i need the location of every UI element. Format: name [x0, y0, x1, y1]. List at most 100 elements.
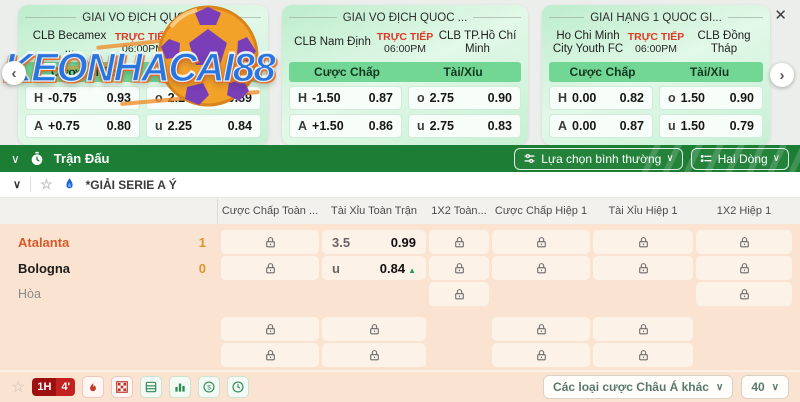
display-lines-dropdown[interactable]: Hai Dòng ∨	[690, 147, 789, 170]
svg-text:$: $	[207, 384, 211, 391]
odds-cell-locked[interactable]	[221, 317, 319, 341]
favorite-star-icon[interactable]: ☆	[40, 176, 53, 192]
empty-cell	[322, 282, 426, 306]
odds-cell-handicap[interactable]: H -0.75 0.93	[25, 86, 140, 110]
lock-icon	[264, 236, 277, 249]
card-odds-rows: H -1.50 0.87 o 2.75 0.90 A +1.50 0.86 u 2.75 0.83	[289, 86, 521, 138]
odds-cell-locked[interactable]	[221, 343, 319, 367]
odds-cell-locked[interactable]	[492, 230, 590, 254]
odds-cell-locked[interactable]	[696, 282, 792, 306]
lock-icon	[264, 349, 277, 362]
odds-cell-over-under[interactable]: u 1.50 0.79	[659, 114, 763, 138]
odds-cell-handicap[interactable]: A 0.00 0.87	[549, 114, 653, 138]
prev-arrow-icon[interactable]: ‹	[2, 61, 26, 85]
odds-cell-locked[interactable]	[492, 317, 590, 341]
live-match-cards-strip: GIẢI VÔ ĐỊCH QUỐC... CLB Becamex ... TRỰC …	[0, 0, 800, 145]
handicap-side: A	[298, 119, 308, 133]
column-header: Cược Chấp Toàn ...	[221, 205, 319, 217]
odds-cell-over-under[interactable]: u 2.75 0.83	[408, 114, 521, 138]
odds-cell-over-under[interactable]: u 2.25 0.84	[146, 114, 261, 138]
stats-rows-icon[interactable]	[140, 376, 163, 398]
collapse-chevron-icon[interactable]: ∨	[13, 179, 22, 191]
odds-cell-locked[interactable]	[492, 343, 590, 367]
over-under-side: u	[417, 119, 425, 133]
card-odds-row: A +1.50 0.86 u 2.75 0.83	[289, 114, 521, 138]
bar-chart-icon[interactable]	[169, 376, 192, 398]
chevron-down-icon: ∨	[772, 153, 780, 164]
divider	[209, 17, 261, 19]
checkered-flag-icon[interactable]	[111, 376, 134, 398]
card-title: GIẢI HẠNG 1 QUỐC GI...	[549, 10, 764, 25]
league-row[interactable]: ∨ ☆ *GIẢI SERIE A Ý	[0, 172, 800, 198]
odds-cell-locked[interactable]	[429, 256, 489, 280]
trend-up-icon: ▲	[408, 265, 416, 275]
odds-cell-locked[interactable]	[322, 343, 426, 367]
lock-icon	[264, 323, 277, 336]
odds-cell-handicap[interactable]: A +0.75 0.80	[25, 114, 140, 138]
odds-cell[interactable]: u 0.84 ▲	[322, 256, 426, 280]
column-header: 1X2 Hiệp 1	[716, 205, 772, 217]
over-under-header: Tài/Xỉu	[182, 65, 222, 80]
card-odds-rows: H -0.75 0.93 o 2.25 0.89 A +0.75 0.80 u 2.25 0.84	[25, 86, 261, 138]
market-count-dropdown[interactable]: 40 ∨	[741, 375, 789, 399]
divider	[473, 17, 522, 19]
odds-cell-locked[interactable]	[492, 256, 590, 280]
empty-cell	[221, 282, 319, 306]
divider	[30, 177, 32, 192]
handicap-header: Cược Chấp	[569, 65, 636, 80]
odds-cell-locked[interactable]	[593, 230, 693, 254]
home-team: Ho Chi Minh City Youth FC	[552, 29, 624, 55]
over-under-odds: 0.90	[487, 91, 512, 105]
odds-cell-locked[interactable]	[696, 256, 792, 280]
odds-cell-locked[interactable]	[593, 317, 693, 341]
chevron-down-icon: ∨	[771, 381, 779, 393]
odds-cell-handicap[interactable]: H -1.50 0.87	[289, 86, 402, 110]
odds-cell-handicap[interactable]: H 0.00 0.82	[549, 86, 653, 110]
collapse-chevron-icon[interactable]: ∨	[11, 151, 20, 166]
match-card: GIẢI HẠNG 1 QUỐC GI... Ho Chi Minh City Y…	[542, 5, 770, 145]
odds-cell-locked[interactable]	[593, 256, 693, 280]
over-under-header: Tài/Xỉu	[689, 65, 730, 80]
handicap-side: A	[34, 119, 44, 133]
lock-icon	[738, 236, 751, 249]
close-icon[interactable]: ✕	[774, 7, 787, 24]
history-clock-icon[interactable]	[227, 376, 250, 398]
odds-value: 0.84 ▲	[379, 260, 416, 276]
handicap-side: H	[558, 91, 568, 105]
odds-cell-locked[interactable]	[593, 343, 693, 367]
empty-cell	[429, 317, 489, 341]
draw-team-name: Hòa	[18, 287, 41, 301]
odds-table-header: Cược Chấp Toàn ... Tài Xỉu Toàn Trận 1X2…	[0, 198, 800, 224]
odds-cell-locked[interactable]	[322, 317, 426, 341]
card-odds-row: H -1.50 0.87 o 2.75 0.90	[289, 86, 521, 110]
favorite-star-icon[interactable]: ☆	[11, 379, 26, 396]
handicap-side: H	[34, 91, 44, 105]
odds-cell-handicap[interactable]: A +1.50 0.86	[289, 114, 402, 138]
next-arrow-icon[interactable]: ›	[770, 63, 794, 87]
list-lines-icon	[700, 152, 713, 165]
table-row: Bologna 0 u 0.84 ▲	[0, 256, 800, 280]
handicap-side: H	[298, 91, 308, 105]
odds-cell-over-under[interactable]: o 1.50 0.90	[659, 86, 763, 110]
empty-cell	[429, 343, 489, 367]
league-title: GIẢI VÔ ĐỊCH QUỐC...	[82, 11, 204, 24]
divider	[549, 17, 585, 19]
bet-type-headers: Cược Chấp Tài/Xỉu	[549, 62, 763, 82]
bet-types-dropdown[interactable]: Các loại cược Châu Á khác ∨	[543, 375, 734, 399]
odds-table-body: Atalanta 1 3.5 0.99 Bologna 0 u 0.84 ▲ Hòa	[0, 224, 800, 370]
fire-icon[interactable]	[82, 376, 105, 398]
odds-filter-dropdown[interactable]: Lựa chọn bình thường ∨	[514, 147, 683, 170]
odds-cell-locked[interactable]	[696, 230, 792, 254]
odds-cell-locked[interactable]	[221, 256, 319, 280]
odds-cell[interactable]: 3.5 0.99	[322, 230, 426, 254]
odds-cell-locked[interactable]	[221, 230, 319, 254]
odds-cell-locked[interactable]	[429, 230, 489, 254]
match-time-badge: 1H 4'	[32, 378, 76, 396]
lock-icon	[637, 236, 650, 249]
over-under-side: u	[155, 119, 163, 133]
lock-icon	[535, 349, 548, 362]
odds-cell-over-under[interactable]: o 2.25 0.89	[146, 86, 261, 110]
odds-cell-locked[interactable]	[429, 282, 489, 306]
odds-cell-over-under[interactable]: o 2.75 0.90	[408, 86, 521, 110]
money-icon[interactable]: $	[198, 376, 221, 398]
